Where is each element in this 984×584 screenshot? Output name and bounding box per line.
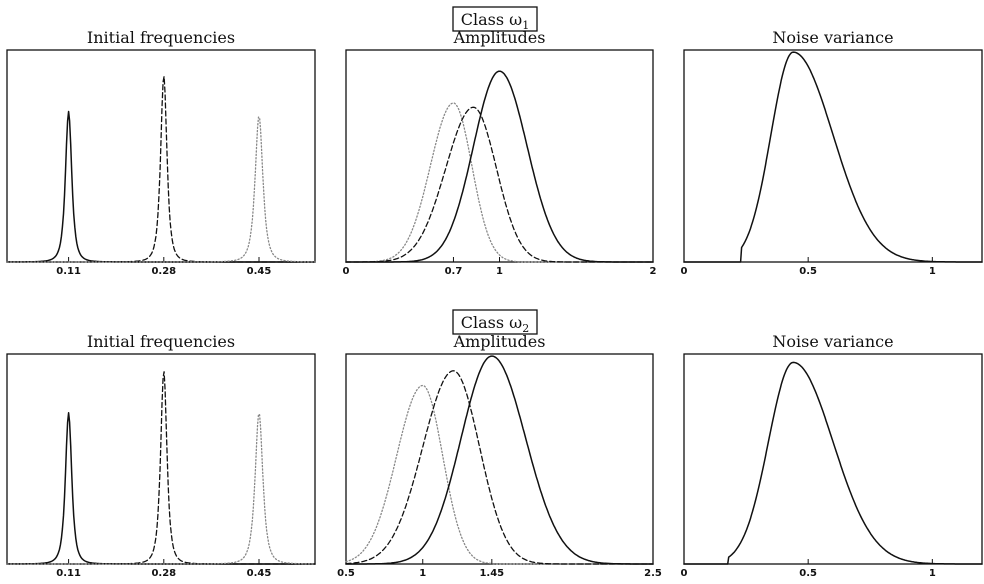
x-tick-label: 0 <box>343 266 350 277</box>
plot-frame <box>346 50 653 262</box>
panel-2: Amplitudes 0 0.7 1 2 <box>343 28 657 277</box>
x-tick-label: 0.7 <box>445 266 463 277</box>
plot-frame <box>346 354 653 564</box>
x-tick-label: 0.5 <box>799 266 817 277</box>
x-tick-label: 2.5 <box>644 568 662 579</box>
x-tick-label: 0.11 <box>56 266 81 277</box>
x-tick-label: 1.45 <box>479 568 504 579</box>
series-line-solid <box>684 52 982 262</box>
series-line-dashed <box>346 371 653 564</box>
panel-title: Initial frequencies <box>87 28 235 47</box>
x-tick-label: 0.45 <box>247 266 272 277</box>
series-line-dotted <box>7 117 315 262</box>
series-line-dashed <box>7 372 315 564</box>
panel-5: Amplitudes 0.5 1 1.45 2.5 <box>337 332 662 579</box>
x-tick-label: 0 <box>681 568 688 579</box>
panel-title: Initial frequencies <box>87 332 235 351</box>
panel-3: Noise variance 0 0.5 1 <box>681 28 982 277</box>
plot-frame <box>7 50 315 262</box>
x-tick-label: 0.28 <box>151 568 176 579</box>
panel-4: Initial frequencies 0.11 0.28 0.45 <box>7 332 315 579</box>
x-tick-label: 1 <box>929 568 936 579</box>
x-tick-label: 2 <box>650 266 657 277</box>
series-line-solid <box>684 362 982 564</box>
panel-6: Noise variance 0 0.5 1 <box>681 332 982 579</box>
panel-title: Noise variance <box>772 332 893 351</box>
x-tick-label: 1 <box>929 266 936 277</box>
series-line-solid <box>346 71 653 262</box>
plot-frame <box>684 50 982 262</box>
panel-title: Noise variance <box>772 28 893 47</box>
x-tick-label: 0.5 <box>799 568 817 579</box>
panel-title: Amplitudes <box>453 332 546 351</box>
x-tick-label: 0.45 <box>247 568 272 579</box>
panel-1: Initial frequencies 0.11 0.28 0.45 <box>7 28 315 277</box>
x-tick-label: 0.5 <box>337 568 355 579</box>
x-tick-label: 1 <box>419 568 426 579</box>
panel-title: Amplitudes <box>453 28 546 47</box>
series-line-solid <box>346 356 653 564</box>
x-tick-label: 0 <box>681 266 688 277</box>
series-line-dashed <box>7 76 315 262</box>
panels: Initial frequencies 0.11 0.28 0.45 Amplitude… <box>7 28 982 579</box>
x-tick-label: 0.28 <box>151 266 176 277</box>
x-tick-label: 0.11 <box>56 568 81 579</box>
series-line-dashed <box>346 107 653 262</box>
plot-frame <box>684 354 982 564</box>
x-tick-label: 1 <box>496 266 503 277</box>
